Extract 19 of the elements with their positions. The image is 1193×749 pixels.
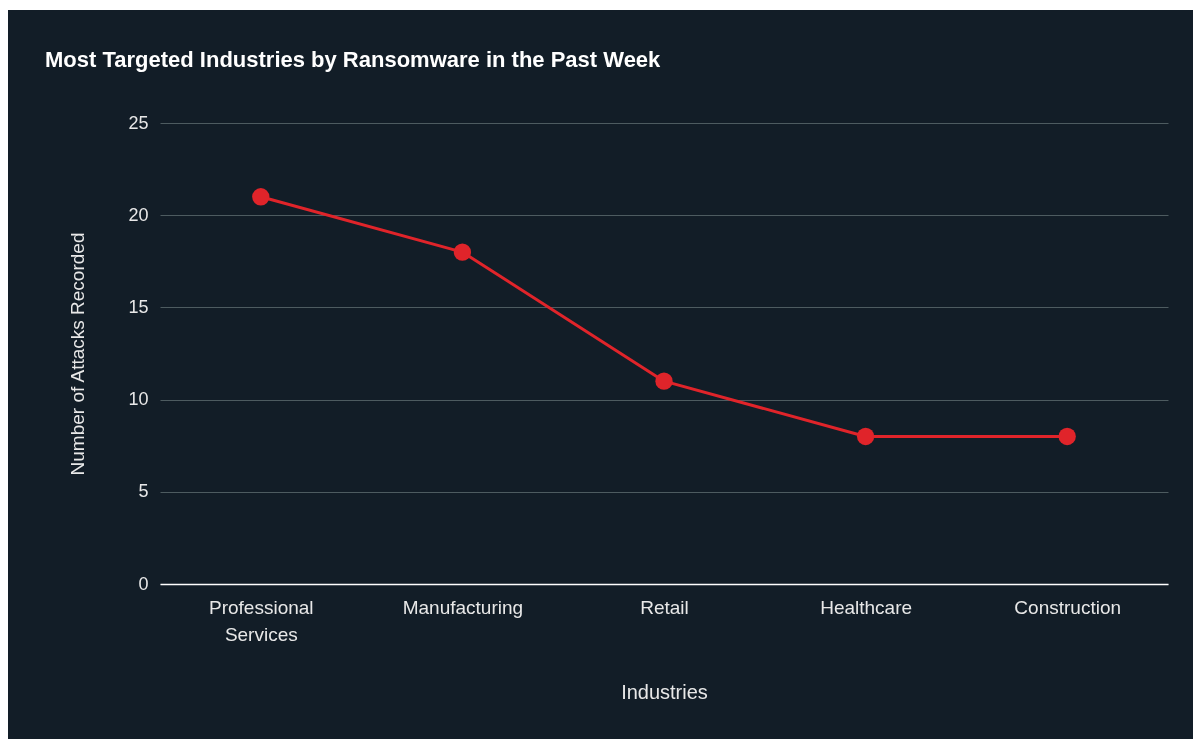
y-axis-title: Number of Attacks Recorded	[67, 232, 89, 476]
x-tick-label: Healthcare	[820, 596, 913, 618]
point	[856, 427, 875, 446]
y-tick-label: 10	[128, 389, 149, 410]
y-tick-label: 15	[128, 296, 149, 317]
point	[252, 188, 270, 206]
y-tick-label: 20	[128, 204, 149, 225]
x-axis-title: Industries	[621, 680, 708, 703]
x-tick-label: Retail	[640, 596, 689, 618]
y-tick-label: 25	[128, 112, 149, 133]
y-tick-label: 0	[138, 573, 149, 594]
chart-title: Most Targeted Industries by Ransomware in the Past Week	[45, 47, 662, 72]
y-tick-label: 5	[138, 481, 149, 502]
point	[655, 372, 673, 390]
point	[1058, 427, 1076, 446]
x-tick-label: Construction	[1014, 596, 1122, 618]
x-tick-label: Manufacturing	[402, 596, 524, 618]
x-tick-label: Professional Services	[209, 596, 314, 645]
point	[453, 243, 472, 261]
